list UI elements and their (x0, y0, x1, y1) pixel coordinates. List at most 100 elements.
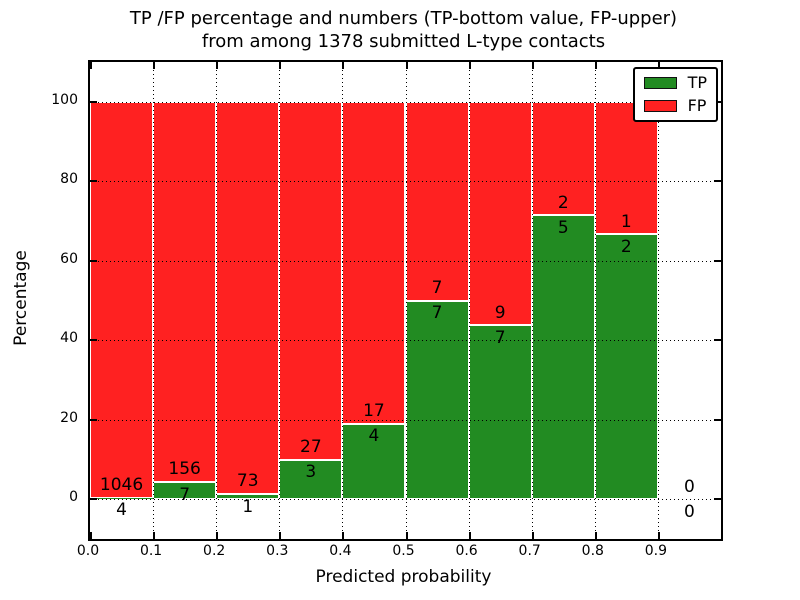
gridline-vertical (468, 62, 470, 539)
gridline-horizontal (90, 260, 721, 262)
x-tick-mark-top (594, 62, 597, 69)
x-tick-label: 0.0 (76, 543, 100, 559)
x-tick-label: 0.2 (203, 543, 226, 559)
bar-segment-fp (153, 101, 217, 483)
y-tick-label: 80 (60, 171, 78, 188)
fp-count-label: 9 (494, 302, 506, 323)
x-tick-mark-top (216, 62, 219, 69)
gridline-horizontal (90, 340, 721, 342)
fp-count-label: 2 (557, 192, 569, 213)
tp-count-label: 2 (620, 236, 632, 257)
plot-area: 1046 4 156 7 73 1 27 3 17 4 7 7 9 7 2 5 1 2 0 0 TP FP (88, 60, 723, 541)
tp-count-label: 7 (494, 328, 506, 349)
x-tick-mark-top (657, 62, 660, 69)
x-tick-mark-top (468, 62, 471, 69)
x-tick-mark-top (531, 62, 534, 69)
tp-count-label: 4 (368, 426, 380, 447)
tp-count-label: 4 (116, 500, 127, 521)
gridline-horizontal (90, 101, 721, 103)
bar-segment-tp (342, 423, 406, 500)
y-tick-mark (90, 180, 97, 183)
y-tick-mark (90, 259, 97, 262)
gridline-vertical (531, 62, 533, 539)
x-tick-mark-top (279, 62, 282, 69)
x-tick-mark (405, 532, 408, 539)
y-tick-mark (90, 339, 97, 342)
bar-segment-fp (405, 101, 469, 301)
y-tick-mark (90, 418, 97, 421)
y-axis-label: Percentage (11, 250, 31, 346)
fp-count-label: 1 (620, 211, 632, 232)
x-tick-label: 0.1 (139, 543, 163, 559)
x-tick-label: 0.5 (392, 543, 415, 559)
x-tick-mark (594, 532, 597, 539)
y-tick-label: 100 (51, 91, 78, 108)
bar-segment-fp (216, 101, 280, 494)
y-tick-mark-right (714, 180, 721, 183)
gridline-horizontal (90, 181, 721, 183)
x-axis-label: Predicted probability (315, 567, 492, 587)
gridline-vertical (657, 62, 659, 539)
x-tick-label: 0.7 (518, 543, 541, 559)
chart-title-line2: from among 1378 submitted L-type contact… (201, 31, 606, 52)
x-tick-mark-top (405, 62, 408, 69)
tp-count-label: 3 (305, 462, 317, 483)
x-tick-mark (468, 532, 471, 539)
bar-segment-fp (90, 101, 154, 498)
x-tick-mark (279, 532, 282, 539)
bar-segment-fp (594, 101, 658, 235)
gridline-vertical (153, 62, 155, 539)
fp-count-label: 7 (431, 277, 443, 298)
tp-count-label: 0 (684, 501, 695, 522)
x-tick-label: 0.8 (581, 543, 604, 559)
x-tick-mark (657, 532, 660, 539)
x-tick-label: 0.4 (329, 543, 352, 559)
bar-segment-fp (279, 101, 343, 460)
fp-count-label: 27 (300, 436, 322, 457)
x-tick-mark-top (342, 62, 345, 69)
y-tick-mark-right (714, 418, 721, 421)
x-tick-label: 0.3 (266, 543, 289, 559)
legend-item-tp: TP (643, 75, 707, 91)
gridline-horizontal (90, 419, 721, 421)
bar-segment-tp (594, 234, 658, 500)
bar-segment-tp (279, 459, 343, 500)
bar-segment-tp (405, 300, 469, 500)
bar-segment-fp (468, 101, 532, 326)
fp-count-label: 17 (363, 400, 385, 421)
gridline-vertical (342, 62, 344, 539)
legend-swatch-fp (643, 100, 677, 112)
y-tick-label: 60 (60, 250, 78, 267)
y-tick-mark-right (714, 498, 721, 501)
x-tick-label: 0.9 (644, 543, 668, 559)
tp-count-label: 1 (242, 496, 254, 517)
legend-swatch-tp (643, 77, 677, 89)
bar-segment-tp (468, 325, 532, 500)
chart-title-line1: TP /FP percentage and numbers (TP-bottom… (129, 8, 678, 29)
gridline-vertical (594, 62, 596, 539)
fp-count-label: 1046 (99, 475, 144, 496)
gridline-horizontal (90, 499, 721, 501)
legend-item-fp: FP (643, 96, 707, 115)
gridline-vertical (279, 62, 281, 539)
legend-label-fp: FP (687, 96, 707, 115)
tp-count-label: 5 (557, 218, 569, 239)
bar-segment-fp (342, 101, 406, 424)
x-tick-mark-top (153, 62, 156, 69)
x-tick-label: 0.6 (455, 543, 478, 559)
fp-count-label: 73 (236, 471, 259, 492)
x-tick-mark (153, 532, 156, 539)
x-tick-mark (342, 532, 345, 539)
y-tick-label: 40 (60, 330, 78, 347)
fp-count-label: 0 (684, 476, 695, 497)
y-tick-mark-right (714, 259, 721, 262)
x-tick-mark (216, 532, 219, 539)
x-tick-mark-top (90, 62, 92, 69)
y-tick-mark-right (714, 339, 721, 342)
tp-count-label: 7 (431, 303, 443, 324)
y-tick-mark (90, 498, 97, 501)
tp-count-label: 7 (179, 484, 191, 505)
bar-segment-tp (90, 497, 154, 500)
y-tick-label: 0 (69, 489, 78, 506)
